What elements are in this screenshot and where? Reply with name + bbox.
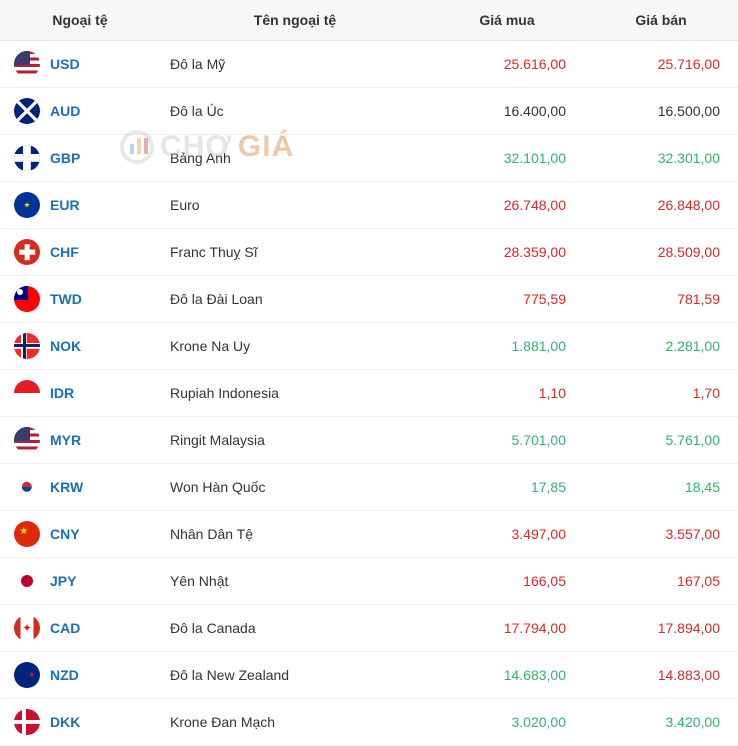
currency-code-link[interactable]: GBP xyxy=(50,150,80,166)
currency-name: Yên Nhật xyxy=(160,558,430,605)
currency-code-link[interactable]: TWD xyxy=(50,291,82,307)
currency-name: Nhân Dân Tệ xyxy=(160,511,430,558)
flag-icon xyxy=(14,521,40,547)
sell-price: 1,70 xyxy=(584,370,738,417)
sell-price: 5.761,00 xyxy=(584,417,738,464)
currency-name: Ringit Malaysia xyxy=(160,417,430,464)
currency-name: Euro xyxy=(160,182,430,229)
flag-icon xyxy=(14,709,40,735)
currency-code-link[interactable]: KRW xyxy=(50,479,83,495)
currency-name: Won Hàn Quốc xyxy=(160,464,430,511)
currency-name: Đô la New Zealand xyxy=(160,652,430,699)
buy-price: 3.020,00 xyxy=(430,699,584,746)
table-header-row: Ngoại tệ Tên ngoại tệ Giá mua Giá bán xyxy=(0,0,738,41)
fx-rate-table: Ngoại tệ Tên ngoại tệ Giá mua Giá bán US… xyxy=(0,0,738,746)
currency-code-link[interactable]: CHF xyxy=(50,244,79,260)
table-row: EUR Euro26.748,0026.848,00 xyxy=(0,182,738,229)
table-row: USD Đô la Mỹ25.616,0025.716,00 xyxy=(0,41,738,88)
flag-icon xyxy=(14,145,40,171)
flag-icon xyxy=(14,286,40,312)
table-row: JPY Yên Nhật166,05167,05 xyxy=(0,558,738,605)
currency-name: Krone Na Uy xyxy=(160,323,430,370)
flag-icon xyxy=(14,51,40,77)
currency-code-link[interactable]: USD xyxy=(50,56,80,72)
sell-price: 32.301,00 xyxy=(584,135,738,182)
col-header-buy: Giá mua xyxy=(430,0,584,41)
buy-price: 17,85 xyxy=(430,464,584,511)
table-row: AUD Đô la Úc16.400,0016.500,00 xyxy=(0,88,738,135)
currency-code-link[interactable]: AUD xyxy=(50,103,80,119)
flag-icon xyxy=(14,98,40,124)
flag-icon xyxy=(14,568,40,594)
table-row: NOK Krone Na Uy1.881,002.281,00 xyxy=(0,323,738,370)
buy-price: 1.881,00 xyxy=(430,323,584,370)
table-row: KRW Won Hàn Quốc17,8518,45 xyxy=(0,464,738,511)
currency-name: Đô la Úc xyxy=(160,88,430,135)
table-row: TWD Đô la Đài Loan775,59781,59 xyxy=(0,276,738,323)
sell-price: 2.281,00 xyxy=(584,323,738,370)
currency-code-link[interactable]: DKK xyxy=(50,714,80,730)
table-row: NZD Đô la New Zealand14.683,0014.883,00 xyxy=(0,652,738,699)
currency-name: Đô la Canada xyxy=(160,605,430,652)
buy-price: 28.359,00 xyxy=(430,229,584,276)
table-row: DKK Krone Đan Mạch3.020,003.420,00 xyxy=(0,699,738,746)
sell-price: 18,45 xyxy=(584,464,738,511)
buy-price: 17.794,00 xyxy=(430,605,584,652)
flag-icon xyxy=(14,662,40,688)
currency-code-link[interactable]: CAD xyxy=(50,620,80,636)
table-row: CHF Franc Thuỵ Sĩ28.359,0028.509,00 xyxy=(0,229,738,276)
currency-code-link[interactable]: NZD xyxy=(50,667,79,683)
currency-name: Krone Đan Mạch xyxy=(160,699,430,746)
currency-name: Đô la Đài Loan xyxy=(160,276,430,323)
buy-price: 16.400,00 xyxy=(430,88,584,135)
currency-code-link[interactable]: NOK xyxy=(50,338,81,354)
buy-price: 14.683,00 xyxy=(430,652,584,699)
currency-name: Franc Thuỵ Sĩ xyxy=(160,229,430,276)
col-header-name: Tên ngoại tệ xyxy=(160,0,430,41)
sell-price: 16.500,00 xyxy=(584,88,738,135)
buy-price: 25.616,00 xyxy=(430,41,584,88)
currency-name: Đô la Mỹ xyxy=(160,41,430,88)
sell-price: 17.894,00 xyxy=(584,605,738,652)
currency-code-link[interactable]: JPY xyxy=(50,573,76,589)
buy-price: 32.101,00 xyxy=(430,135,584,182)
table-row: MYR Ringit Malaysia5.701,005.761,00 xyxy=(0,417,738,464)
sell-price: 781,59 xyxy=(584,276,738,323)
currency-name: Bảng Anh xyxy=(160,135,430,182)
sell-price: 25.716,00 xyxy=(584,41,738,88)
buy-price: 5.701,00 xyxy=(430,417,584,464)
buy-price: 1,10 xyxy=(430,370,584,417)
buy-price: 775,59 xyxy=(430,276,584,323)
currency-code-link[interactable]: MYR xyxy=(50,432,81,448)
sell-price: 3.557,00 xyxy=(584,511,738,558)
buy-price: 26.748,00 xyxy=(430,182,584,229)
flag-icon xyxy=(14,239,40,265)
table-row: IDR Rupiah Indonesia1,101,70 xyxy=(0,370,738,417)
flag-icon xyxy=(14,192,40,218)
table-row: CNY Nhân Dân Tệ3.497,003.557,00 xyxy=(0,511,738,558)
col-header-sell: Giá bán xyxy=(584,0,738,41)
flag-icon xyxy=(14,615,40,641)
flag-icon xyxy=(14,474,40,500)
currency-name: Rupiah Indonesia xyxy=(160,370,430,417)
buy-price: 3.497,00 xyxy=(430,511,584,558)
table-row: CAD Đô la Canada17.794,0017.894,00 xyxy=(0,605,738,652)
currency-code-link[interactable]: CNY xyxy=(50,526,80,542)
sell-price: 26.848,00 xyxy=(584,182,738,229)
sell-price: 28.509,00 xyxy=(584,229,738,276)
currency-code-link[interactable]: IDR xyxy=(50,385,74,401)
sell-price: 3.420,00 xyxy=(584,699,738,746)
sell-price: 14.883,00 xyxy=(584,652,738,699)
buy-price: 166,05 xyxy=(430,558,584,605)
currency-code-link[interactable]: EUR xyxy=(50,197,80,213)
flag-icon xyxy=(14,380,40,406)
flag-icon xyxy=(14,333,40,359)
flag-icon xyxy=(14,427,40,453)
sell-price: 167,05 xyxy=(584,558,738,605)
table-row: GBP Bảng Anh32.101,0032.301,00 xyxy=(0,135,738,182)
col-header-code: Ngoại tệ xyxy=(0,0,160,41)
